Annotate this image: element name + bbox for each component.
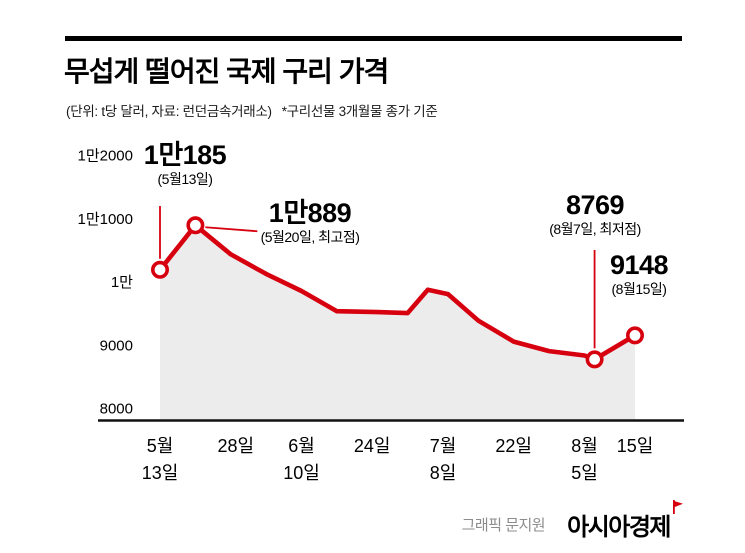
x-axis-label: 7월 [430,436,457,456]
annotation-value: 9148 [609,250,669,280]
data-point-marker [625,326,644,345]
page-title: 무섭게 떨어진 국제 구리 가격 [64,56,389,87]
brand-flag-icon [673,500,683,514]
annotation-may13: 1만185 (5월13일) [110,141,260,187]
price-line [157,223,638,362]
annotation-date: (8월7일, 최저점) [549,221,641,238]
data-point-marker [186,216,205,235]
x-axis-label: 10일 [283,463,320,483]
x-axis-label: 6월 [288,436,315,456]
annotation-date: (5월20일, 최고점) [260,229,360,246]
leader-line-may20 [205,226,258,233]
top-rule [65,36,682,41]
x-axis-label: 8월 [571,436,598,456]
chart-subtitle: (단위: t당 달러, 자료: 런던금속거래소) *구리선물 3개월물 종가 기준 [66,100,438,120]
x-axis-label: 8일 [430,463,457,483]
annotation-value: 8769 [565,190,625,220]
basis-note: *구리선물 3개월물 종가 기준 [281,104,438,119]
unit-source-label: (단위: t당 달러, 자료: 런던금속거래소) [66,104,272,119]
brand-logo: 아시아경제 [567,500,683,542]
area-fill [160,225,635,420]
annotation-value: 1만889 [268,198,352,228]
y-axis-label: 1만2000 [77,148,133,165]
x-axis-label: 24일 [354,436,391,456]
x-axis-label: 28일 [218,436,255,456]
annotation-value: 1만185 [143,140,227,170]
x-axis-label: 5일 [571,463,598,483]
annotation-aug7-low: 8769 (8월7일, 최저점) [510,191,680,237]
y-axis-label: 1만1000 [77,211,133,228]
data-point-marker [585,350,604,369]
x-axis-label: 15일 [617,436,654,456]
x-axis-label: 13일 [142,463,179,483]
data-point-marker [151,260,170,279]
brand-name: 아시아경제 [567,514,671,541]
footer: 그래픽 문지원 아시아경제 [461,500,683,542]
y-axis-label: 1만 [111,274,133,291]
x-axis-label: 22일 [495,436,532,456]
graphic-credit: 그래픽 문지원 [461,517,546,534]
x-axis-label: 5월 [147,436,174,456]
y-axis-label: 9000 [100,337,133,354]
y-axis-label: 8000 [100,401,133,418]
annotation-may20-peak: 1만889 (5월20일, 최고점) [225,199,395,245]
annotation-date: (5월13일) [157,171,213,188]
annotation-aug15: 9148 (8월15일) [560,251,718,297]
annotation-date: (8월15일) [611,281,667,298]
